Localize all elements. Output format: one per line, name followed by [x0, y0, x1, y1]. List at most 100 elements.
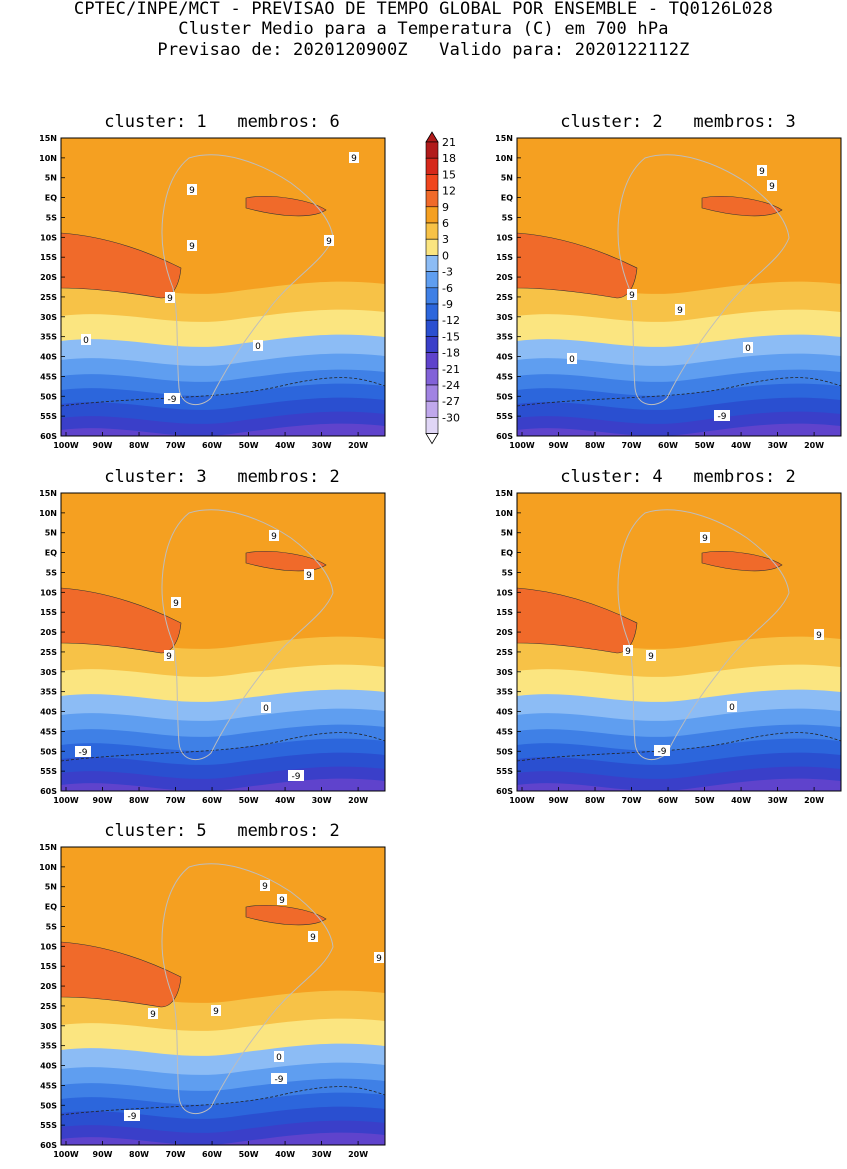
svg-text:9: 9 [326, 237, 332, 247]
lat-tick-label: 55S [40, 412, 57, 421]
svg-text:9: 9 [167, 294, 173, 304]
lat-tick-label: 15S [40, 608, 57, 617]
contour-label: 9 [349, 152, 359, 164]
svg-text:9: 9 [677, 306, 683, 316]
lat-tick-label: 25S [40, 1002, 57, 1011]
map-svg: 15N 10N 5N EQ 5S 10S 15S 20S 25S 30S 35S 40S 45S 50S 5… [39, 134, 386, 450]
lat-tick-label: 30S [40, 1022, 57, 1031]
lat-tick-label: 15S [496, 608, 513, 617]
svg-text:9: 9 [166, 652, 172, 662]
lon-tick-label: 20W [804, 796, 824, 805]
colorbar-label: -27 [442, 395, 460, 408]
svg-text:9: 9 [189, 242, 195, 252]
lat-tick-label: 55S [40, 1121, 57, 1130]
colorbar-label: 18 [442, 152, 456, 165]
lon-tick-label: 100W [53, 796, 79, 805]
colorbar-label: 9 [442, 201, 449, 214]
colorbar-label: 0 [442, 249, 449, 262]
lon-tick-label: 40W [275, 1150, 295, 1159]
svg-text:0: 0 [569, 355, 575, 365]
lat-tick-label: 10S [40, 588, 57, 597]
lat-tick-label: 15N [495, 489, 513, 498]
svg-text:9: 9 [759, 167, 765, 177]
lat-tick-label: EQ [501, 549, 513, 558]
lon-tick-label: 80W [585, 441, 605, 450]
lon-tick-label: 70W [166, 796, 186, 805]
lat-tick-label: 25S [496, 293, 513, 302]
lon-tick-label: 80W [129, 441, 149, 450]
contour-label: -9 [654, 745, 670, 757]
svg-text:0: 0 [276, 1053, 282, 1063]
contour-label: 9 [148, 1008, 158, 1020]
colorbar-swatch [425, 190, 439, 208]
colorbar-swatch [425, 222, 439, 240]
panel-title: cluster: 4 membros: 2 [560, 467, 796, 487]
contour-label: 0 [743, 342, 753, 354]
colorbar-swatch [425, 303, 439, 321]
contour-label: 9 [187, 184, 197, 196]
contour-label: 0 [567, 353, 577, 365]
svg-text:0: 0 [255, 342, 261, 352]
lon-tick-label: 30W [312, 441, 332, 450]
lat-tick-label: EQ [45, 549, 57, 558]
colorbar-swatch [425, 352, 439, 370]
contour-label: 0 [261, 702, 271, 714]
lat-tick-label: 60S [40, 432, 57, 441]
lat-tick-label: 50S [496, 747, 513, 756]
lat-tick-label: 10N [495, 509, 513, 518]
svg-text:-9: -9 [79, 748, 88, 758]
header-line-3: Previsao de: 2020120900Z Valido para: 20… [157, 40, 690, 60]
lat-tick-label: 5N [45, 529, 57, 538]
header-line-2: Cluster Medio para a Temperatura (C) em … [178, 19, 669, 39]
lat-tick-label: EQ [501, 194, 513, 203]
lat-tick-label: 5S [502, 568, 514, 577]
lon-tick-label: 20W [348, 1150, 368, 1159]
lon-tick-label: 60W [658, 441, 678, 450]
lat-tick-label: 30S [496, 668, 513, 677]
lat-tick-label: 30S [40, 668, 57, 677]
contour-label: 9 [269, 530, 279, 542]
colorbar-swatch [425, 238, 439, 256]
lon-tick-label: 90W [93, 1150, 113, 1159]
lon-tick-label: 80W [129, 1150, 149, 1159]
colorbar-label: -6 [442, 282, 453, 295]
contour-label: 9 [767, 180, 777, 192]
contour-label: -9 [288, 770, 304, 782]
panel-title: cluster: 3 membros: 2 [104, 467, 340, 487]
lat-tick-label: 20S [40, 628, 57, 637]
svg-text:0: 0 [263, 704, 269, 714]
lon-tick-label: 60W [202, 1150, 222, 1159]
lon-tick-label: 60W [202, 441, 222, 450]
panel-title: cluster: 1 membros: 6 [104, 112, 340, 132]
map-svg: 15N 10N 5N EQ 5S 10S 15S 20S 25S 30S 35S 40S 45S 50S 5… [495, 489, 842, 805]
lon-tick-label: 40W [275, 796, 295, 805]
lat-tick-label: 35S [40, 333, 57, 342]
lat-tick-label: 55S [496, 412, 513, 421]
contour-label: 9 [171, 597, 181, 609]
lon-tick-label: 90W [93, 796, 113, 805]
colorbar-swatch [425, 336, 439, 353]
lat-tick-label: 15N [495, 134, 513, 143]
lat-tick-label: 25S [496, 648, 513, 657]
contour-label: 9 [646, 650, 656, 662]
lat-tick-label: 20S [496, 273, 513, 282]
lat-tick-label: 15N [39, 134, 57, 143]
svg-text:9: 9 [310, 933, 316, 943]
lat-tick-label: 5N [45, 174, 57, 183]
lat-tick-label: 40S [496, 708, 513, 717]
contour-label: 9 [623, 645, 633, 657]
lat-tick-label: 10S [40, 233, 57, 242]
lat-tick-label: 15S [40, 962, 57, 971]
lat-tick-label: 45S [496, 727, 513, 736]
map-svg: 15N 10N 5N EQ 5S 10S 15S 20S 25S 30S 35S 40S 45S 50S 5… [39, 489, 386, 805]
contour-label: 9 [165, 292, 175, 304]
lat-tick-label: 55S [496, 767, 513, 776]
svg-text:9: 9 [213, 1007, 219, 1017]
lon-tick-label: 40W [731, 441, 751, 450]
contour-label: 9 [164, 650, 174, 662]
contour-label: 9 [700, 532, 710, 544]
lat-tick-label: EQ [45, 903, 57, 912]
colorbar-swatch [425, 400, 439, 418]
colorbar-swatch [425, 319, 439, 337]
header-line-1: CPTEC/INPE/MCT - PREVISAO DE TEMPO GLOBA… [73, 0, 774, 19]
